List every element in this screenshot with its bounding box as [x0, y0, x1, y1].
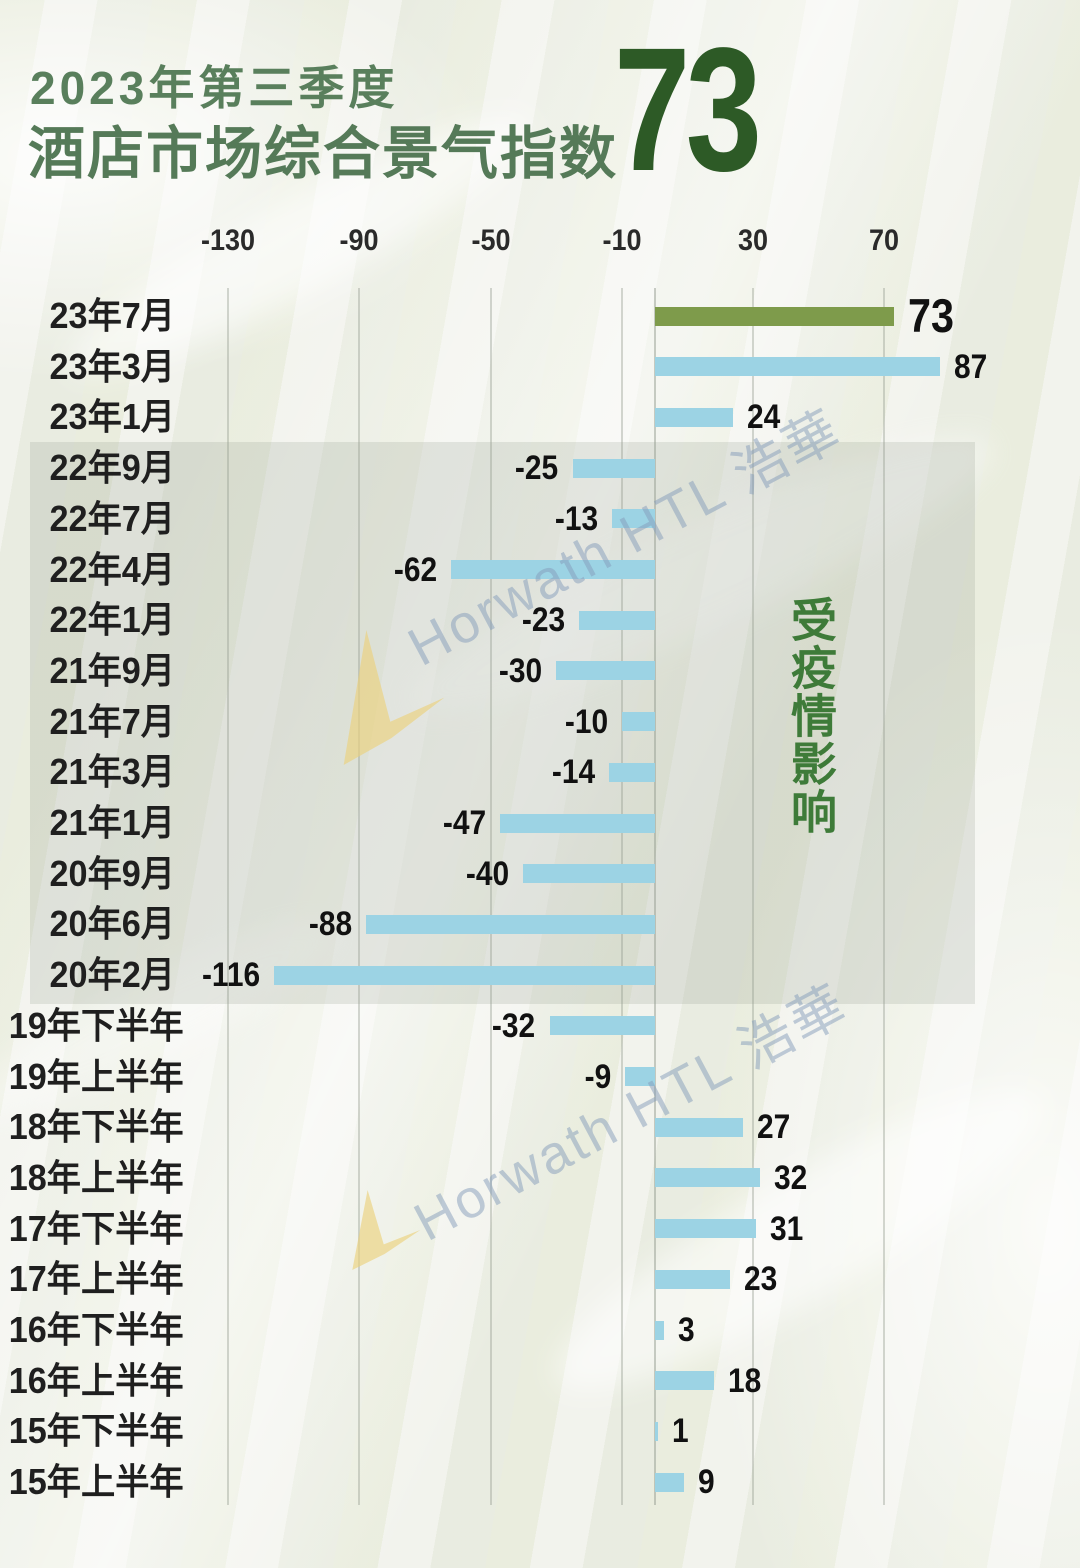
row-label: 16年下半年	[8, 1309, 184, 1350]
row-label: 17年下半年	[8, 1207, 184, 1249]
bar	[654, 407, 734, 427]
bar	[621, 712, 655, 732]
bar	[549, 1016, 655, 1036]
value-label: -47	[443, 804, 487, 842]
grid-line	[752, 288, 755, 1505]
horwath-logo-watermark-icon	[343, 630, 445, 765]
bar	[572, 458, 655, 478]
axis-tick-label: 30	[738, 224, 769, 257]
pandemic-annotation: 受疫情影响	[785, 596, 837, 836]
row-label: 19年下半年	[8, 1004, 184, 1046]
value-label: 24	[747, 398, 781, 437]
row-label: 15年上半年	[8, 1461, 184, 1503]
bar	[654, 1168, 760, 1188]
value-label: -88	[308, 905, 352, 944]
bar	[654, 1472, 685, 1492]
bar	[608, 762, 655, 782]
row-label: 16年上半年	[8, 1359, 184, 1401]
value-label: 3	[678, 1311, 696, 1349]
value-label: 23	[744, 1260, 778, 1299]
row-label: 21年7月	[49, 700, 175, 742]
horwath-logo-watermark-icon	[352, 1190, 421, 1270]
value-label: -32	[492, 1006, 536, 1045]
bar	[654, 1320, 665, 1340]
bar	[451, 560, 655, 579]
axis-tick-label: -130	[200, 224, 255, 257]
row-label: 21年1月	[49, 802, 175, 843]
grid-line	[358, 288, 361, 1505]
row-label: 23年7月	[49, 295, 175, 336]
value-label: -10	[564, 702, 608, 741]
grid-line	[883, 288, 886, 1505]
row-label: 22年4月	[49, 548, 175, 590]
bar	[579, 610, 655, 630]
value-label: 31	[770, 1209, 804, 1248]
report-period: 2023年第三季度	[30, 62, 399, 114]
bar	[365, 914, 655, 934]
value-label: -62	[393, 550, 438, 589]
value-label: 73	[908, 289, 955, 342]
value-label: -30	[498, 651, 543, 690]
axis-tick-label: -10	[602, 224, 642, 257]
bar	[611, 509, 655, 529]
value-label: 27	[757, 1108, 791, 1147]
bar	[654, 1269, 731, 1289]
row-label: 23年3月	[49, 345, 175, 387]
bar-highlight	[654, 306, 895, 326]
value-label: 32	[773, 1158, 807, 1197]
row-label: 19年上半年	[8, 1055, 184, 1097]
row-label: 18年下半年	[8, 1106, 184, 1148]
value-label: 18	[727, 1361, 761, 1400]
value-label: 1	[671, 1412, 689, 1451]
row-label: 17年上半年	[8, 1258, 184, 1300]
row-label: 18年上半年	[8, 1156, 184, 1198]
axis-tick-label: 70	[869, 224, 900, 257]
value-label: -13	[554, 499, 598, 538]
value-label: -40	[466, 854, 510, 893]
value-label: -23	[521, 601, 566, 640]
bar	[654, 1421, 658, 1441]
value-label: -14	[551, 753, 595, 792]
bar	[523, 864, 655, 884]
bar	[556, 661, 655, 681]
row-label: 22年7月	[49, 497, 175, 539]
value-label: -116	[201, 956, 260, 995]
bar	[500, 813, 655, 833]
bar	[273, 965, 655, 985]
row-label: 22年1月	[49, 599, 175, 641]
bar	[625, 1067, 655, 1086]
value-label: 9	[698, 1463, 715, 1502]
pandemic-shaded-region	[30, 442, 975, 1004]
grid-line	[489, 288, 492, 1505]
row-label: 15年下半年	[8, 1410, 184, 1452]
bar	[654, 1371, 714, 1391]
zero-axis-line	[653, 288, 656, 1505]
grid-line	[226, 288, 229, 1505]
bar	[654, 1117, 744, 1137]
row-label: 23年1月	[49, 396, 175, 438]
bar	[654, 357, 941, 377]
value-label: -9	[584, 1057, 612, 1096]
row-label: 22年9月	[49, 447, 175, 489]
row-label: 20年9月	[49, 852, 175, 894]
headline-index-value: 73	[614, 12, 762, 208]
value-label: 87	[954, 347, 988, 386]
row-label: 21年3月	[49, 751, 175, 793]
page-title: 酒店市场综合景气指数	[28, 122, 618, 186]
grid-line	[620, 288, 623, 1505]
axis-tick-label: -50	[470, 224, 511, 257]
row-label: 21年9月	[49, 649, 175, 691]
value-label: -25	[515, 449, 559, 488]
row-label: 20年6月	[49, 903, 175, 945]
row-label: 20年2月	[49, 954, 175, 996]
axis-tick-label: -90	[339, 224, 379, 257]
bar	[654, 1219, 757, 1239]
